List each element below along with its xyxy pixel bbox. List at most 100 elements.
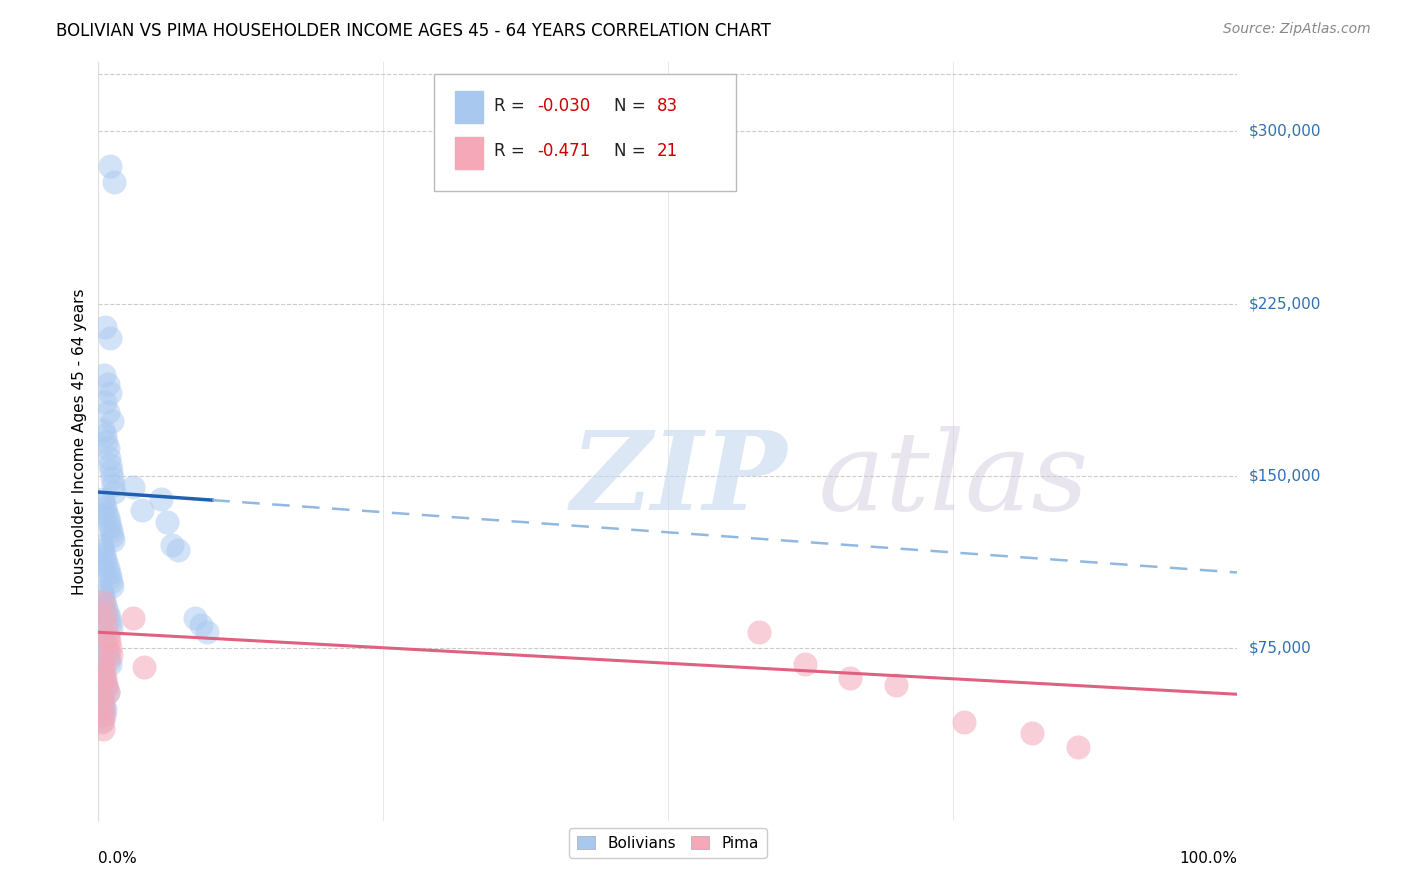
Text: $150,000: $150,000	[1249, 468, 1320, 483]
Point	[90, 694, 112, 708]
Point	[91, 595, 114, 609]
Point	[101, 579, 124, 593]
Point	[96, 648, 118, 663]
Point	[93, 368, 115, 382]
Point	[97, 515, 120, 529]
Point	[96, 434, 118, 449]
Point	[167, 542, 190, 557]
Text: N =: N =	[614, 96, 651, 115]
Point	[91, 666, 114, 681]
Point	[103, 175, 125, 189]
Point	[91, 694, 114, 708]
FancyBboxPatch shape	[456, 136, 484, 169]
Text: $300,000: $300,000	[1249, 124, 1320, 139]
Point	[131, 503, 153, 517]
Point	[98, 386, 121, 401]
Point	[96, 618, 118, 632]
Point	[100, 621, 122, 635]
Point	[94, 598, 117, 612]
Point	[91, 630, 114, 644]
Point	[94, 501, 117, 516]
Text: $225,000: $225,000	[1249, 296, 1320, 311]
Point	[90, 625, 112, 640]
Point	[190, 618, 212, 632]
Text: 0.0%: 0.0%	[98, 851, 138, 866]
Point	[839, 671, 862, 685]
Point	[98, 615, 121, 630]
Point	[96, 681, 118, 695]
Point	[100, 574, 122, 589]
Y-axis label: Householder Income Ages 45 - 64 years: Householder Income Ages 45 - 64 years	[72, 288, 87, 595]
Point	[94, 607, 117, 621]
Point	[96, 643, 118, 657]
Point	[96, 442, 118, 456]
Point	[94, 551, 117, 566]
Text: 83: 83	[657, 96, 678, 115]
Text: 21: 21	[657, 142, 678, 161]
Point	[103, 478, 125, 492]
Point	[98, 519, 121, 533]
Point	[90, 690, 112, 704]
Point	[97, 634, 120, 648]
Point	[98, 458, 121, 472]
Point	[93, 547, 115, 561]
Point	[91, 542, 114, 557]
Point	[98, 657, 121, 672]
Point	[103, 485, 125, 500]
Point	[96, 602, 118, 616]
Text: $75,000: $75,000	[1249, 640, 1312, 656]
Point	[101, 529, 124, 543]
Point	[953, 714, 976, 729]
Point	[97, 611, 120, 625]
Point	[93, 708, 115, 723]
Point	[1021, 726, 1043, 740]
Point	[96, 678, 118, 692]
Point	[100, 464, 122, 478]
Point	[150, 491, 173, 506]
Point	[884, 678, 907, 692]
Point	[793, 657, 815, 672]
Point	[96, 506, 118, 520]
Text: BOLIVIAN VS PIMA HOUSEHOLDER INCOME AGES 45 - 64 YEARS CORRELATION CHART: BOLIVIAN VS PIMA HOUSEHOLDER INCOME AGES…	[56, 22, 770, 40]
Point	[1067, 740, 1090, 755]
Text: ZIP: ZIP	[571, 425, 787, 533]
Point	[103, 533, 125, 548]
Point	[90, 538, 112, 552]
Point	[91, 701, 114, 715]
Text: 100.0%: 100.0%	[1180, 851, 1237, 866]
Point	[96, 685, 118, 699]
Point	[101, 414, 124, 428]
Point	[96, 607, 118, 621]
Point	[94, 395, 117, 409]
Point	[93, 665, 115, 679]
Point	[100, 524, 122, 538]
Point	[91, 423, 114, 437]
Point	[98, 159, 121, 173]
Point	[96, 685, 118, 699]
Text: -0.030: -0.030	[537, 96, 591, 115]
Point	[98, 641, 121, 656]
Point	[94, 703, 117, 717]
Text: Source: ZipAtlas.com: Source: ZipAtlas.com	[1223, 22, 1371, 37]
Point	[94, 675, 117, 690]
Point	[96, 561, 118, 575]
Point	[97, 566, 120, 580]
Point	[94, 639, 117, 653]
Point	[132, 659, 155, 673]
Point	[93, 634, 115, 648]
Point	[94, 319, 117, 334]
Point	[91, 713, 114, 727]
Point	[101, 471, 124, 485]
Point	[91, 589, 114, 603]
Point	[90, 714, 112, 729]
Point	[93, 497, 115, 511]
Point	[97, 450, 120, 465]
Point	[121, 611, 143, 625]
Legend: Bolivians, Pima: Bolivians, Pima	[569, 828, 766, 858]
Point	[94, 671, 117, 685]
Point	[93, 671, 115, 685]
Point	[184, 611, 207, 625]
Point	[90, 583, 112, 598]
Text: R =: R =	[494, 142, 530, 161]
Text: atlas: atlas	[571, 425, 1088, 533]
